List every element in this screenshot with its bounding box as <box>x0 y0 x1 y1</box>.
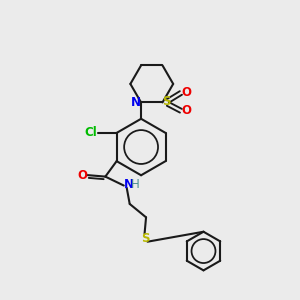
Text: N: N <box>131 96 141 109</box>
Text: O: O <box>181 86 191 99</box>
Text: Cl: Cl <box>84 126 97 140</box>
Text: O: O <box>181 104 191 117</box>
Text: H: H <box>131 178 140 191</box>
Text: S: S <box>162 95 170 108</box>
Text: N: N <box>124 178 134 191</box>
Text: O: O <box>77 169 87 182</box>
Text: S: S <box>141 232 149 245</box>
